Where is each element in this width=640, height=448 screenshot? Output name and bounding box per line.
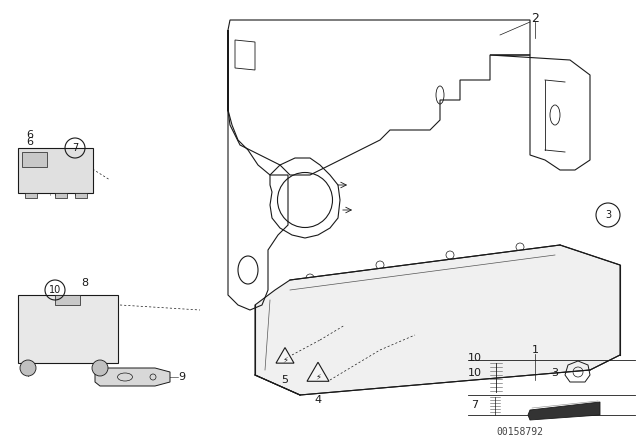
Polygon shape [55,295,80,305]
Polygon shape [95,368,170,386]
FancyBboxPatch shape [55,193,67,198]
Circle shape [20,360,36,376]
Polygon shape [276,348,294,363]
Text: 3: 3 [605,210,611,220]
FancyBboxPatch shape [22,152,47,167]
FancyBboxPatch shape [18,148,93,193]
Text: 4: 4 [314,395,321,405]
FancyBboxPatch shape [18,295,118,363]
Polygon shape [255,245,620,395]
Text: 3: 3 [552,368,559,378]
FancyBboxPatch shape [75,193,87,198]
Text: 7: 7 [72,143,78,153]
Circle shape [92,360,108,376]
Text: 10: 10 [468,353,482,363]
Text: ⚡: ⚡ [315,372,321,382]
Text: 1: 1 [531,345,538,355]
Text: ⚡: ⚡ [282,356,288,365]
Text: 10: 10 [468,368,482,378]
Text: 6: 6 [26,137,33,147]
Text: 7: 7 [472,400,479,410]
Text: 00158792: 00158792 [497,427,543,437]
Text: 8: 8 [81,278,88,288]
FancyBboxPatch shape [25,193,37,198]
Polygon shape [307,362,329,381]
Text: 9: 9 [178,372,185,382]
Text: 6: 6 [26,130,33,140]
Polygon shape [528,402,600,420]
Text: 2: 2 [531,12,539,25]
Text: 5: 5 [282,375,289,385]
Text: 10: 10 [49,285,61,295]
